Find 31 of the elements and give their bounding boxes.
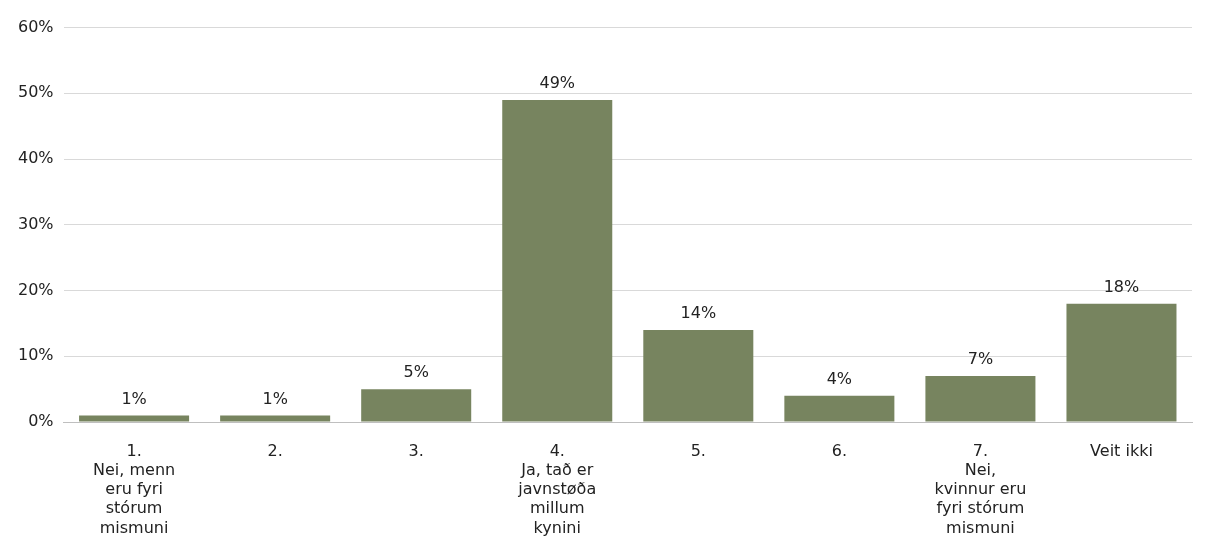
data-label: 18%: [1103, 276, 1140, 296]
x-tick-label: Veit ikki: [1090, 440, 1153, 460]
bar: [502, 99, 613, 422]
data-label: 1%: [121, 388, 147, 408]
bar: [220, 415, 331, 422]
y-tick-label: 30%: [18, 213, 54, 233]
bar: [1066, 303, 1177, 422]
x-tick-label: 3.: [408, 440, 424, 460]
data-label: 49%: [539, 73, 576, 93]
x-tick-label: 4. Ja, tað er javnstøða millum kynini: [517, 440, 597, 537]
data-label: 1%: [262, 388, 288, 408]
data-label: 14%: [680, 303, 717, 323]
x-tick-label: 5.: [690, 440, 706, 460]
bar: [925, 375, 1036, 422]
y-tick-label: 0%: [28, 411, 54, 431]
y-tick-label: 10%: [18, 345, 54, 365]
x-tick-label: 7. Nei, kvinnur eru fyri stórum mismuni: [934, 440, 1027, 537]
bar: [784, 395, 895, 422]
data-label: 7%: [967, 349, 994, 369]
bar: [361, 389, 472, 422]
y-tick-label: 50%: [18, 82, 54, 102]
data-label: 5%: [403, 362, 429, 382]
x-tick-label: 6.: [831, 440, 847, 460]
x-tick-label: 2.: [267, 440, 283, 460]
y-tick-label: 60%: [18, 16, 54, 36]
y-tick-label: 40%: [18, 148, 54, 168]
bar: [79, 415, 190, 422]
x-tick-label: 1. Nei, menn eru fyri stórum mismuni: [93, 440, 176, 537]
y-tick-label: 20%: [18, 279, 54, 299]
data-label: 4%: [826, 368, 853, 388]
bar: [643, 329, 754, 422]
